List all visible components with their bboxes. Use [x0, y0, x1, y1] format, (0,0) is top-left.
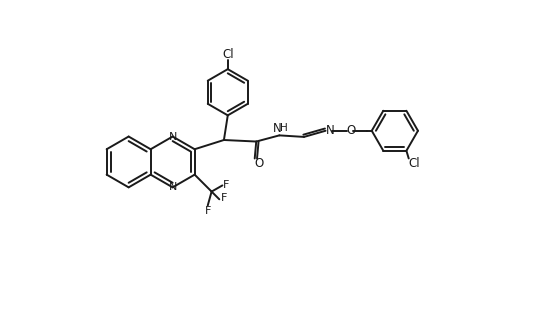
Text: N: N — [168, 182, 177, 192]
Text: Cl: Cl — [408, 157, 420, 170]
Text: N: N — [272, 122, 281, 135]
Text: H: H — [280, 123, 288, 133]
Text: F: F — [205, 206, 211, 216]
Text: O: O — [254, 157, 263, 170]
Text: F: F — [223, 180, 230, 190]
Text: N: N — [326, 124, 335, 137]
Text: F: F — [221, 193, 227, 203]
Text: N: N — [168, 131, 177, 142]
Text: O: O — [346, 124, 356, 137]
Text: Cl: Cl — [222, 48, 234, 61]
